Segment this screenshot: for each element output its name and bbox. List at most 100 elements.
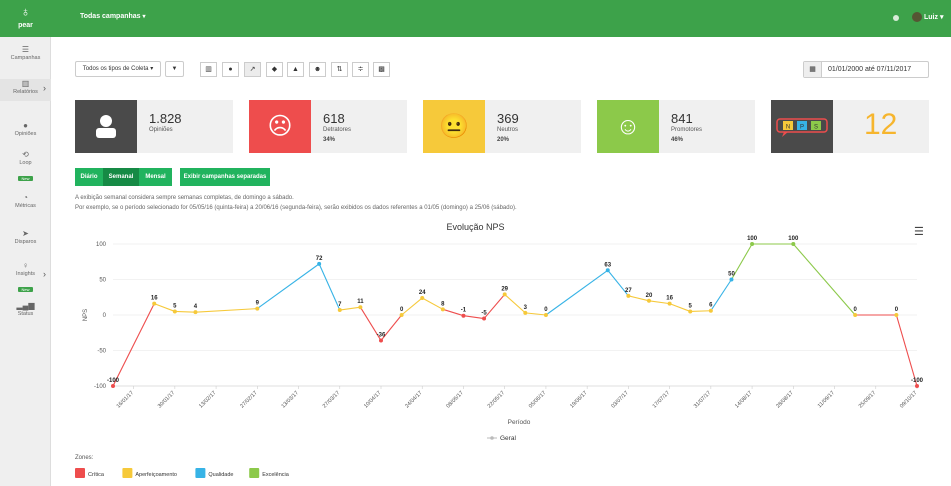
- collection-type-dropdown[interactable]: Todos os tipos de Coleta ▾: [75, 61, 161, 77]
- tags-view-button[interactable]: ◆: [266, 62, 283, 77]
- line-chart-view-button[interactable]: ↗: [244, 62, 261, 77]
- series-line-segment: [318, 263, 341, 311]
- sort-view-button[interactable]: ⇅: [331, 62, 348, 77]
- sad-face-icon: ☹: [249, 100, 311, 153]
- sidebar-item-label: Status: [17, 311, 34, 317]
- user-menu[interactable]: Luiz ▾: [912, 12, 943, 22]
- series-line-segment: [359, 306, 382, 341]
- sidebar-item-insights[interactable]: ♀ Insights New ›: [0, 261, 51, 292]
- y-tick-label: 50: [99, 278, 106, 284]
- caret-down-icon: ▾: [150, 66, 154, 72]
- sidebar-item-loop[interactable]: ⟲ Loop New: [0, 150, 51, 185]
- neutrals-percent: 20%: [497, 137, 510, 143]
- data-point: [193, 310, 198, 315]
- sidebar-item-disparos[interactable]: ➤ Disparos: [0, 229, 51, 246]
- pear-icon: ♁: [20, 4, 31, 19]
- opinions-value: 1.828: [149, 111, 182, 126]
- collection-type-label: Todos os tipos de Coleta: [82, 66, 149, 72]
- x-tick-label: 05/06/17: [528, 390, 547, 409]
- data-label: -100: [107, 378, 120, 384]
- pear-logo[interactable]: ♁ pear: [0, 0, 51, 37]
- x-tick-label: 27/03/17: [322, 390, 341, 409]
- zone-swatch: [75, 468, 85, 478]
- campaign-selector[interactable]: Todas campanhas ▾: [80, 13, 146, 20]
- area-chart-view-button[interactable]: ▲: [287, 62, 304, 77]
- chart-menu-icon[interactable]: ☰: [914, 226, 924, 238]
- promoters-label: Promotores: [671, 127, 703, 133]
- sidebar-item-label: Relatórios: [13, 89, 38, 95]
- caret-down-icon: ▾: [142, 14, 146, 20]
- series-line-segment: [648, 300, 670, 305]
- zones-title: Zones:: [75, 455, 94, 461]
- sidebar-item-metricas[interactable]: ◔ Métricas: [0, 193, 51, 210]
- tag-icon: ◆: [271, 66, 278, 73]
- x-tick-label: 14/08/17: [734, 390, 753, 409]
- sliders-icon: ≑: [357, 66, 364, 73]
- status-icon: ▂▄▆: [16, 301, 35, 310]
- separate-campaigns-button[interactable]: Exibir campanhas separadas: [180, 168, 270, 186]
- data-point: [337, 308, 342, 313]
- data-label: 11: [357, 299, 364, 305]
- detractors-label: Detratores: [323, 127, 352, 133]
- x-tick-label: 27/02/17: [239, 390, 258, 409]
- data-point: [791, 242, 796, 246]
- date-range-value: 01/01/2000 até 07/11/2017: [828, 66, 912, 73]
- comments-view-button[interactable]: ●: [222, 62, 239, 77]
- date-range-picker[interactable]: ▦ 01/01/2000 até 07/11/2017: [803, 61, 929, 78]
- series-line-segment: [504, 294, 526, 314]
- sidebar-item-campanhas[interactable]: ☰ Campanhas: [0, 45, 51, 62]
- data-point: [523, 310, 528, 315]
- x-tick-label: 08/05/17: [445, 390, 464, 409]
- info-text-line-2: Por exemplo, se o período selecionado fo…: [75, 205, 517, 211]
- toggle-mensal[interactable]: Mensal: [139, 168, 172, 186]
- data-label: 72: [316, 256, 323, 262]
- x-tick-label: 25/09/17: [858, 390, 877, 409]
- bar-chart-icon: ▥: [205, 66, 212, 73]
- sidebar-item-opinioes[interactable]: ● Opiniões: [0, 121, 51, 138]
- sidebar: ☰ Campanhas ▥ Relatórios › ● Opiniões ⟲ …: [0, 37, 51, 486]
- neutrals-value: 369: [497, 111, 519, 126]
- x-tick-label: 13/03/17: [281, 390, 300, 409]
- data-point: [647, 298, 651, 303]
- filter-button[interactable]: ▼: [165, 61, 184, 77]
- filter-icon: ▼: [171, 66, 178, 72]
- legend-label: Geral: [500, 435, 516, 442]
- sidebar-item-label: Opiniões: [14, 131, 37, 137]
- x-tick-label: 31/07/17: [693, 390, 712, 409]
- settings-view-button[interactable]: ≑: [352, 62, 369, 77]
- data-label: 3: [524, 305, 528, 311]
- toggle-semanal[interactable]: Semanal: [103, 168, 139, 186]
- nps-card: N P S: [771, 100, 929, 153]
- data-point: [358, 305, 363, 310]
- data-label: 16: [666, 296, 673, 302]
- data-label: 63: [604, 262, 611, 268]
- info-text-line-1: A exibição semanal considera sempre sema…: [75, 195, 294, 201]
- detractors-card: ☹ 618 Detratores 34%: [249, 100, 407, 153]
- toggle-diario[interactable]: Diário: [75, 168, 103, 186]
- x-tick-label: 13/02/17: [198, 390, 217, 409]
- bar-chart-view-button[interactable]: ▥: [200, 62, 217, 77]
- sidebar-item-label: Métricas: [15, 203, 36, 209]
- x-tick-label: 10/04/17: [363, 390, 382, 409]
- promoters-value: 841: [671, 111, 693, 126]
- data-label: 50: [728, 272, 735, 278]
- zone-label: Aperfeiçoamento: [135, 472, 177, 478]
- promoters-card: ☺ 841 Promotores 46%: [597, 100, 755, 153]
- people-view-button[interactable]: ☻: [309, 62, 326, 77]
- data-point: [111, 384, 115, 388]
- logo-text: pear: [18, 22, 33, 29]
- data-point: [688, 309, 693, 314]
- data-label: 9: [256, 301, 260, 307]
- sidebar-item-status[interactable]: ▂▄▆ Status: [0, 301, 51, 318]
- map-view-button[interactable]: ▩: [373, 62, 390, 77]
- series-line-segment: [669, 303, 691, 312]
- detractors-percent: 34%: [323, 137, 336, 143]
- series-line-segment: [607, 269, 629, 297]
- data-point: [482, 316, 487, 321]
- series-line-segment: [895, 314, 918, 387]
- neutrals-card: 😐 369 Neutros 20%: [423, 100, 581, 153]
- x-tick-label: 16/01/17: [116, 390, 135, 409]
- sidebar-item-relatorios[interactable]: ▥ Relatórios ›: [0, 79, 51, 101]
- neutral-face-icon: 😐: [423, 100, 485, 153]
- data-label: 100: [788, 236, 799, 242]
